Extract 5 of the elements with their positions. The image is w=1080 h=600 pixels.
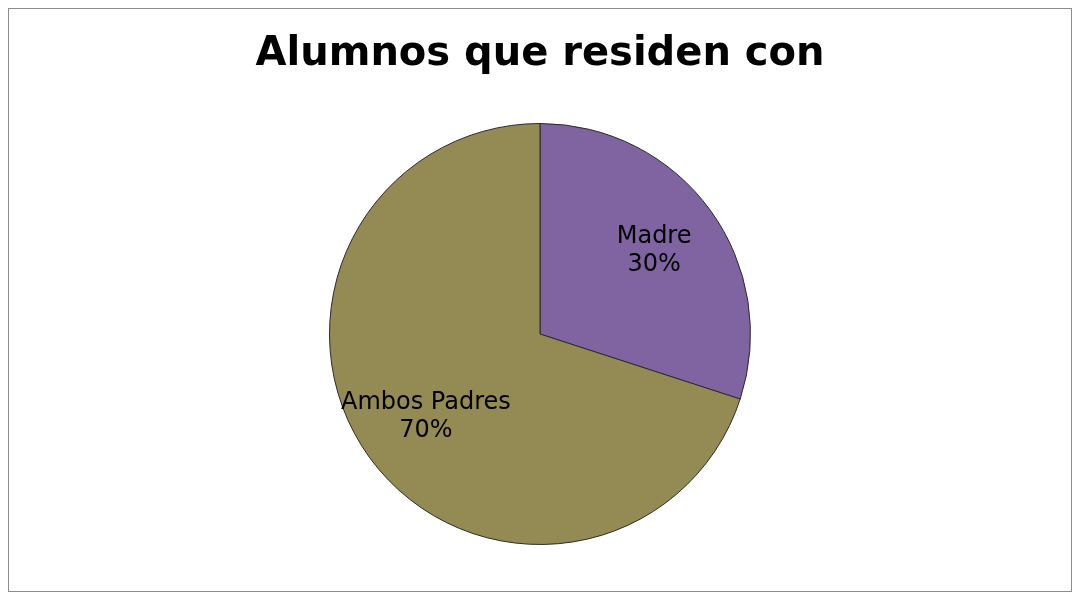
chart-title: Alumnos que residen con (255, 28, 825, 75)
slice-label: Ambos Padres (341, 387, 511, 416)
slice-label: Madre (616, 221, 692, 250)
data-label: 70% (399, 415, 453, 444)
data-label: 30% (627, 249, 681, 278)
